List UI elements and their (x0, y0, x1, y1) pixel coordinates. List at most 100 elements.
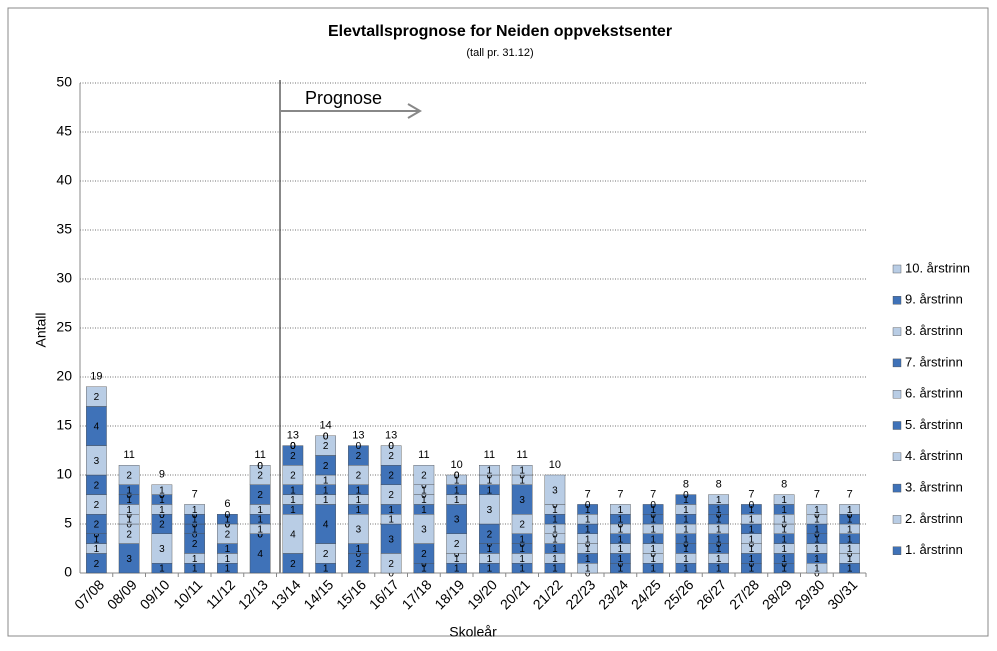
segment-label: 1 (618, 554, 624, 565)
forecast-arrowhead (407, 103, 422, 119)
segment-label: 1 (781, 515, 787, 526)
total-label: 8 (683, 479, 689, 491)
segment-label: 0 (716, 510, 722, 521)
segment-label: 3 (388, 534, 394, 545)
chart-title: Elevtallsprognose for Neiden oppvekstsen… (328, 23, 672, 40)
segment-label: 1 (356, 485, 362, 496)
segment-label: 3 (94, 456, 100, 467)
y-tick-label: 40 (56, 172, 72, 188)
bar-segment (806, 504, 828, 515)
bar-segment (544, 474, 566, 505)
y-tick-label: 25 (56, 319, 72, 335)
segment-label: 1 (159, 485, 165, 496)
segment-label: 1 (749, 554, 755, 565)
segment-label: 1 (388, 515, 394, 526)
segment-label: 0 (814, 529, 820, 540)
segment-label: 1 (225, 564, 231, 575)
segment-label: 1 (323, 485, 329, 496)
segment-label: 0 (847, 510, 853, 521)
total-label: 10 (549, 459, 561, 471)
segment-label: 1 (585, 544, 591, 555)
bar-segment (741, 504, 762, 515)
segment-label: 0 (225, 510, 231, 521)
segment-label: 1 (618, 564, 624, 575)
segment-label: 1 (552, 515, 558, 526)
total-label: 19 (90, 371, 102, 383)
total-label: 11 (516, 449, 527, 461)
segment-label: 1 (650, 554, 656, 565)
segment-label: 1 (356, 505, 362, 516)
segment-label: 3 (519, 495, 525, 506)
segment-label: 1 (454, 564, 460, 575)
segment-label: 1 (388, 505, 394, 516)
segment-label: 4 (290, 529, 296, 540)
segment-label: 3 (126, 554, 132, 565)
segment-label: 1 (847, 525, 853, 536)
segment-label: 2 (159, 520, 165, 531)
legend-swatch (892, 296, 902, 305)
total-label: 11 (418, 449, 429, 461)
segment-label: 2 (94, 480, 100, 491)
segment-label: 1 (847, 515, 853, 526)
segment-label: 1 (519, 554, 525, 565)
segment-label: 0 (585, 569, 591, 580)
segment-label: 1 (585, 554, 591, 565)
segment-label: 3 (356, 525, 362, 536)
segment-label: 0 (585, 539, 591, 550)
bar-segment (151, 484, 173, 495)
segment-label: 1 (192, 564, 198, 575)
segment-label: 0 (552, 529, 558, 540)
total-label: 14 (320, 420, 332, 432)
segment-label: 0 (388, 569, 394, 580)
segment-label: 1 (716, 544, 722, 555)
segment-label: 1 (192, 525, 198, 536)
segment-label: 1 (487, 564, 493, 575)
segment-label: 0 (421, 480, 427, 491)
segment-label: 1 (618, 525, 624, 536)
segment-label: 2 (388, 471, 394, 482)
segment-label: 1 (225, 515, 231, 526)
segment-label: 2 (356, 471, 362, 482)
total-label: 11 (484, 449, 495, 461)
total-label: 7 (617, 488, 623, 500)
legend-label: 6. årstrinn (905, 386, 963, 401)
segment-label: 2 (421, 471, 427, 482)
segment-label: 0 (225, 520, 231, 531)
segment-label: 1 (650, 525, 656, 536)
segment-label: 2 (126, 529, 132, 540)
segment-label: 0 (290, 441, 296, 452)
segment-label: 0 (290, 441, 296, 452)
bar-segment (249, 465, 271, 486)
segment-label: 2 (519, 520, 525, 531)
segment-label: 0 (618, 559, 624, 570)
segment-label: 1 (519, 544, 525, 555)
segment-label: 1 (781, 544, 787, 555)
segment-label: 3 (487, 505, 493, 516)
segment-label: 1 (618, 505, 624, 516)
segment-label: 1 (716, 564, 722, 575)
segment-label: 0 (552, 500, 558, 511)
segment-label: 1 (618, 544, 624, 555)
bar-segment (380, 445, 402, 466)
segment-label: 0 (650, 500, 656, 511)
segment-label: 1 (290, 505, 296, 516)
segment-label: 1 (552, 534, 558, 545)
total-label: 8 (781, 479, 787, 491)
segment-label: 0 (94, 529, 100, 540)
segment-label: 0 (192, 520, 198, 531)
y-axis-label: Antall (33, 312, 49, 347)
segment-label: 3 (159, 544, 165, 555)
total-label: 13 (352, 430, 364, 442)
segment-label: 1 (683, 505, 689, 516)
segment-label: 1 (421, 505, 427, 516)
segment-label: 1 (552, 554, 558, 565)
segment-label: 2 (487, 529, 493, 540)
bar-segment (118, 465, 140, 486)
segment-label: 2 (454, 539, 460, 550)
segment-label: 1 (290, 485, 296, 496)
segment-label: 1 (749, 544, 755, 555)
total-label: 7 (585, 488, 591, 500)
total-label: 13 (385, 430, 397, 442)
bar-segment (348, 445, 369, 466)
segment-label: 1 (487, 466, 493, 477)
